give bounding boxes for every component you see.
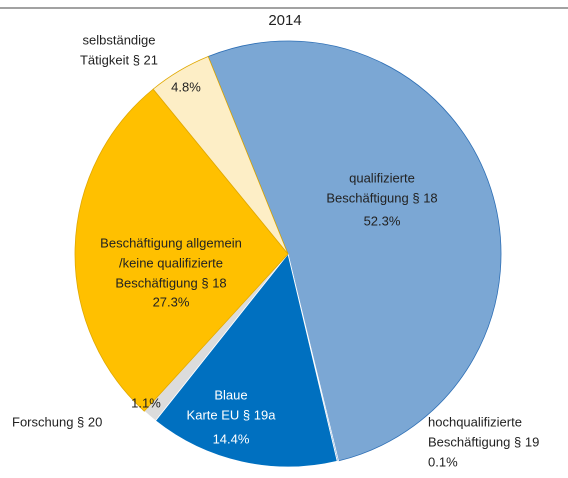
- chart-title: 2014: [268, 12, 301, 29]
- slice-label: Beschäftigung § 18: [326, 190, 437, 205]
- pie-slice: [74, 88, 289, 412]
- slice-label: Beschäftigung allgemein: [100, 235, 242, 250]
- slice-label: hochqualifizierte: [428, 414, 522, 429]
- value-label: 1.1%: [131, 395, 161, 410]
- value-label: 4.8%: [171, 79, 201, 94]
- slice-label: Beschäftigung § 18: [115, 275, 226, 290]
- slice-label: Forschung § 20: [12, 414, 102, 429]
- pie-slice: [154, 253, 338, 468]
- value-label: 27.3%: [153, 294, 190, 309]
- pie-slice: [152, 55, 289, 255]
- value-label: 14.4%: [213, 431, 250, 446]
- slice-label: Karte EU § 19a: [187, 407, 277, 422]
- slice-label: selbständige: [83, 32, 156, 47]
- pie-slice: [207, 40, 502, 462]
- slice-label: /keine qualifizierte: [119, 255, 223, 270]
- slice-label: Blaue: [214, 387, 247, 402]
- slice-label: qualifizierte: [349, 170, 415, 185]
- value-label: 0.1%: [428, 454, 458, 469]
- slice-label: Tätigkeit § 21: [80, 52, 158, 67]
- slice-label: Beschäftigung § 19: [428, 434, 539, 449]
- value-label: 52.3%: [364, 213, 401, 228]
